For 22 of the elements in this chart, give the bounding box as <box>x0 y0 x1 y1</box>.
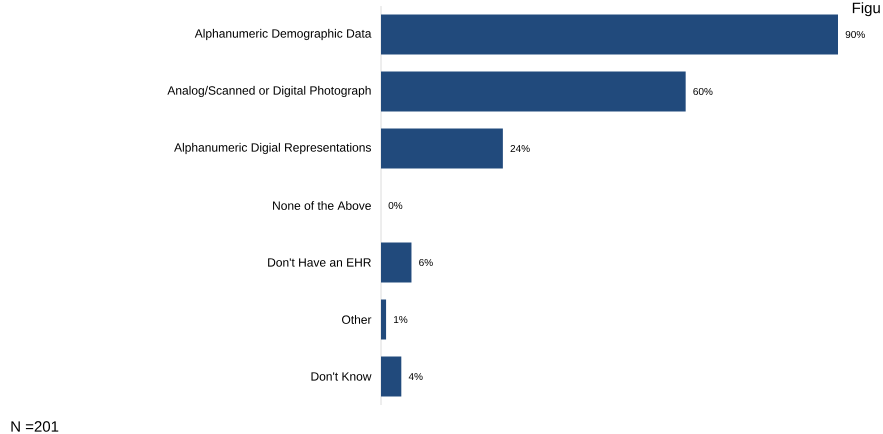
data-label: 6% <box>419 258 433 266</box>
bar <box>381 356 402 397</box>
bar <box>381 72 686 112</box>
y-tick-label: Don't Know <box>311 372 372 381</box>
bar <box>381 128 503 169</box>
data-label: 90% <box>846 30 865 38</box>
data-label: 1% <box>394 316 408 324</box>
data-label: 24% <box>510 144 530 152</box>
y-tick-label: Alphanumeric Demographic Data <box>194 28 372 40</box>
bar <box>381 300 386 340</box>
y-tick-label: Alphanumeric Digial Representations <box>174 142 371 154</box>
text: N =201 <box>11 421 58 432</box>
y-tick-label: Don't Have an EHR <box>268 258 371 267</box>
bar <box>381 242 412 283</box>
text: Figu <box>852 2 880 16</box>
y-tick-label: None of the Above <box>273 201 371 210</box>
y-tick-label: Analog/Scanned or Digital Photograph <box>167 86 371 98</box>
data-label: 60% <box>693 88 713 96</box>
bar <box>381 14 838 55</box>
y-tick-label: Other <box>342 315 372 324</box>
data-label: 4% <box>408 373 423 380</box>
data-label: 0% <box>388 202 402 210</box>
